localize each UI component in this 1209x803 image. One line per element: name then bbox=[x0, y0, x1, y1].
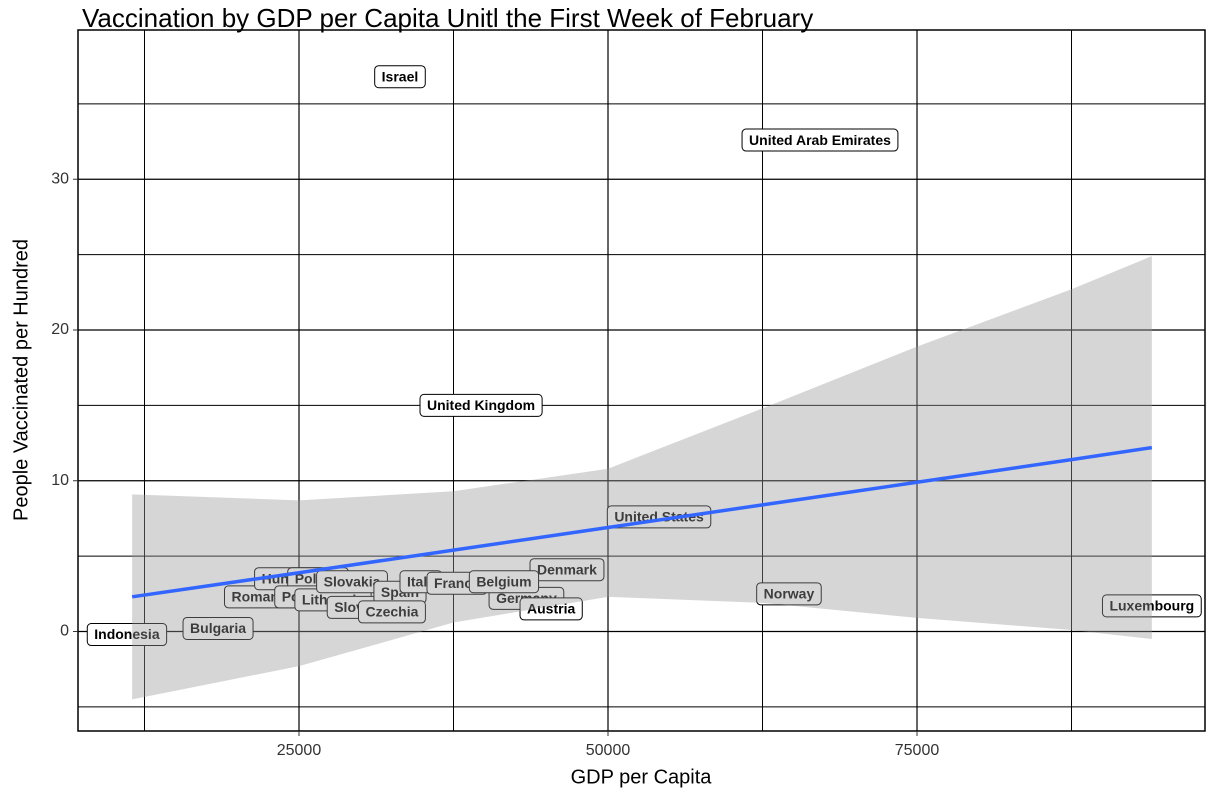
point-label: Austria bbox=[519, 597, 583, 621]
point-label: Slovakia bbox=[316, 570, 388, 594]
point-label: United Arab Emirates bbox=[741, 128, 899, 152]
point-label: United Kingdom bbox=[419, 393, 543, 417]
label-box bbox=[468, 570, 540, 594]
point-label: Denmark bbox=[529, 558, 605, 582]
label-box bbox=[374, 65, 426, 89]
x-axis-label: GDP per Capita bbox=[571, 766, 713, 788]
y-tick-label: 0 bbox=[60, 623, 69, 640]
label-text: Austria bbox=[527, 601, 575, 617]
point-label: Bulgaria bbox=[182, 616, 254, 640]
point-label: Norway bbox=[756, 582, 822, 606]
label-text: France bbox=[434, 575, 480, 591]
point-label: Indonesia bbox=[86, 623, 168, 647]
label-text: United Kingdom bbox=[427, 397, 535, 413]
label-box bbox=[182, 616, 254, 640]
x-tick-label: 50000 bbox=[586, 742, 631, 759]
label-text: Slovakia bbox=[324, 573, 381, 589]
x-tick-label: 75000 bbox=[895, 742, 940, 759]
label-box bbox=[86, 623, 168, 647]
label-box bbox=[357, 600, 426, 624]
label-text: Belgium bbox=[476, 573, 531, 589]
label-box bbox=[419, 393, 543, 417]
label-text: Bulgaria bbox=[190, 620, 246, 636]
panel-border bbox=[77, 29, 1206, 732]
label-box bbox=[529, 558, 605, 582]
y-tick-label: 10 bbox=[51, 472, 69, 489]
label-text: Israel bbox=[382, 68, 419, 84]
chart-title: Vaccination by GDP per Capita Unitl the … bbox=[82, 3, 813, 33]
point-label: Czechia bbox=[357, 600, 426, 624]
y-tick-label: 30 bbox=[51, 170, 69, 187]
label-box bbox=[519, 597, 583, 621]
label-text: Denmark bbox=[537, 561, 597, 577]
label-box bbox=[756, 582, 822, 606]
label-text: Czechia bbox=[365, 604, 418, 620]
label-text: Norway bbox=[764, 586, 815, 602]
label-text: United States bbox=[614, 509, 704, 525]
grid bbox=[78, 30, 1205, 731]
label-text: United Arab Emirates bbox=[749, 132, 891, 148]
point-label: Luxembourg bbox=[1101, 594, 1202, 618]
label-box bbox=[1101, 594, 1202, 618]
label-box bbox=[741, 128, 899, 152]
label-text: Luxembourg bbox=[1109, 598, 1194, 614]
plot-area: Israel United Arab Emirates United Kingdom… bbox=[86, 65, 1202, 700]
y-axis-label: People Vaccinated per Hundred bbox=[10, 239, 32, 521]
label-text: Indonesia bbox=[94, 626, 160, 642]
point-label: Belgium bbox=[468, 570, 540, 594]
y-tick-label: 20 bbox=[51, 321, 69, 338]
x-tick-label: 25000 bbox=[277, 742, 322, 759]
point-label: Israel bbox=[374, 65, 426, 89]
confidence-band bbox=[132, 256, 1152, 700]
fit-line bbox=[131, 445, 1153, 599]
